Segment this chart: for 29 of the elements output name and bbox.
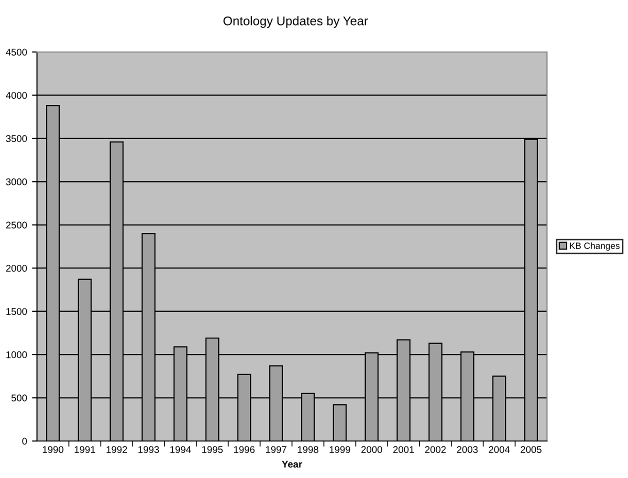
x-tick-label: 2005 (520, 446, 542, 453)
x-tick-label: 1993 (138, 446, 159, 453)
x-tick-label: 1991 (74, 446, 96, 453)
y-tick-label: 1000 (6, 351, 27, 358)
x-tick-label: 2001 (393, 446, 414, 453)
y-tick-label: 4500 (6, 48, 27, 56)
x-tick-label: 1998 (298, 446, 318, 453)
legend-label: KB Changes (570, 242, 620, 251)
x-tick-label: 1990 (42, 446, 64, 453)
x-axis-title: Year (282, 460, 302, 468)
x-tick-label: 1999 (330, 446, 350, 453)
x-tick-label: 2002 (425, 446, 446, 453)
x-tick-label: 1997 (266, 446, 286, 453)
y-tick-label: 500 (11, 394, 27, 402)
y-tick-label: 3500 (6, 135, 27, 142)
y-tick-label: 3000 (6, 178, 27, 186)
x-tick-label: 2003 (456, 446, 478, 453)
y-tick-label: 2000 (6, 264, 27, 272)
y-tick-label: 2500 (6, 222, 27, 229)
x-tick-label: 1992 (106, 446, 128, 453)
x-tick-label: 2000 (361, 446, 382, 453)
y-tick-label: 0 (22, 438, 27, 445)
y-tick-label: 1500 (6, 308, 27, 315)
x-tick-label: 1995 (202, 446, 223, 453)
x-tick-label: 2004 (488, 446, 510, 453)
y-tick-label: 4000 (6, 92, 27, 99)
x-tick-label: 1996 (234, 446, 255, 453)
chart-title: Ontology Updates by Year (223, 16, 368, 28)
x-tick-label: 1994 (170, 446, 191, 453)
